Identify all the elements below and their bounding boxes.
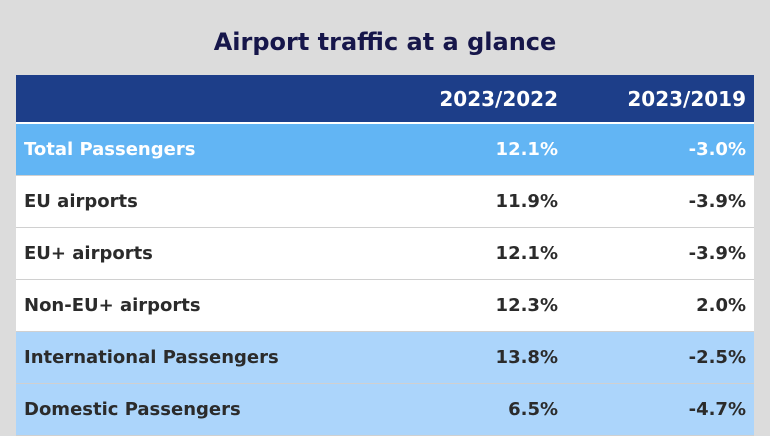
row-label: EU+ airports bbox=[24, 243, 153, 264]
row-label: International Passengers bbox=[24, 347, 279, 368]
cell-value: -2.5% bbox=[688, 347, 746, 368]
header-cell: 2023/2022 bbox=[439, 86, 558, 111]
table-row: EU airports 11.9% -3.9% bbox=[16, 176, 754, 228]
cell-value: 12.3% bbox=[495, 295, 558, 316]
cell-value: 6.5% bbox=[508, 399, 558, 420]
header-row: 2023/2022 2023/2019 bbox=[16, 75, 754, 124]
cell-value: -3.9% bbox=[688, 191, 746, 212]
cell-value: -4.7% bbox=[688, 399, 746, 420]
title: Airport traffic at a glance bbox=[213, 28, 557, 56]
cell-value: -3.9% bbox=[688, 243, 746, 264]
table: 2023/2022 2023/2019 Total Passengers 12.1% -… bbox=[16, 75, 754, 436]
table-row: Non-EU+ airports 12.3% 2.0% bbox=[16, 280, 754, 332]
row-label: EU airports bbox=[24, 191, 138, 212]
table-row: Domestic Passengers 6.5% -4.7% bbox=[16, 384, 754, 436]
cell-value: 2.0% bbox=[696, 295, 746, 316]
cell-value: -3.0% bbox=[688, 139, 746, 160]
cell-value: 11.9% bbox=[495, 191, 558, 212]
table-row: EU+ airports 12.1% -3.9% bbox=[16, 228, 754, 280]
row-label: Non-EU+ airports bbox=[24, 295, 201, 316]
table-row: Total Passengers 12.1% -3.0% bbox=[16, 124, 754, 176]
cell-value: 13.8% bbox=[495, 347, 558, 368]
cell-value: 12.1% bbox=[495, 243, 558, 264]
table-row: International Passengers 13.8% -2.5% bbox=[16, 332, 754, 384]
row-label: Domestic Passengers bbox=[24, 399, 241, 420]
header-cell: 2023/2019 bbox=[627, 86, 746, 111]
cell-value: 12.1% bbox=[495, 139, 558, 160]
row-label: Total Passengers bbox=[24, 139, 196, 160]
